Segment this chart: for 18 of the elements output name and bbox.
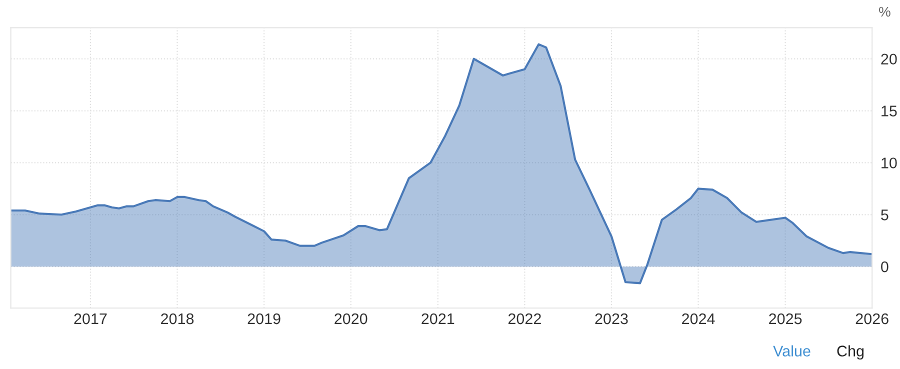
y-axis-title: % [879, 6, 890, 17]
x-tick-label: 2026 [856, 313, 888, 324]
x-tick-label: 2021 [422, 313, 454, 324]
y-tick-label: 0 [881, 261, 888, 272]
x-tick-label: 2018 [161, 313, 194, 324]
y-tick-label: 5 [881, 210, 888, 220]
text: Chg [837, 345, 864, 360]
x-tick-label: 2020 [334, 313, 368, 324]
y-tick-label: 15 [882, 106, 897, 116]
x-tick-label: 2017 [74, 313, 107, 324]
text: Value [773, 345, 810, 356]
x-tick-label: 2022 [508, 313, 541, 324]
x-tick-label: 2023 [595, 313, 628, 324]
x-tick-label: 2024 [682, 313, 715, 324]
y-tick-label: 10 [882, 158, 897, 168]
y-tick-label: 20 [881, 54, 897, 65]
x-tick-label: 2019 [248, 313, 280, 324]
x-tick-label: 2025 [769, 313, 802, 324]
